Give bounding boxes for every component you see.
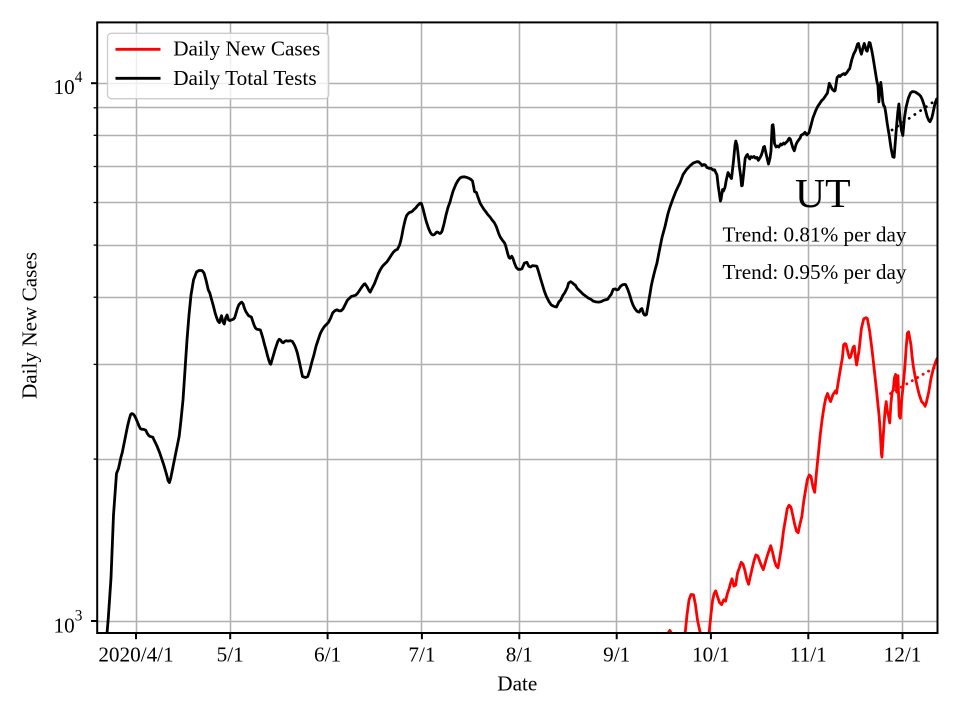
svg-text:Date: Date	[497, 671, 537, 695]
svg-text:6/1: 6/1	[314, 642, 341, 666]
svg-text:2020/4/1: 2020/4/1	[98, 642, 173, 666]
svg-text:Trend: 0.95% per day: Trend: 0.95% per day	[723, 260, 907, 284]
svg-text:5/1: 5/1	[217, 642, 244, 666]
svg-text:Daily New Cases: Daily New Cases	[17, 252, 41, 399]
svg-text:12/1: 12/1	[884, 642, 922, 666]
svg-text:Daily New Cases: Daily New Cases	[173, 37, 320, 61]
svg-text:8/1: 8/1	[506, 642, 533, 666]
svg-text:UT: UT	[795, 171, 851, 217]
svg-text:7/1: 7/1	[408, 642, 435, 666]
svg-text:10/1: 10/1	[692, 642, 730, 666]
svg-text:Daily Total Tests: Daily Total Tests	[173, 66, 316, 90]
svg-text:9/1: 9/1	[603, 642, 630, 666]
svg-text:Trend: 0.81% per day: Trend: 0.81% per day	[723, 222, 907, 246]
svg-text:11/1: 11/1	[790, 642, 827, 666]
